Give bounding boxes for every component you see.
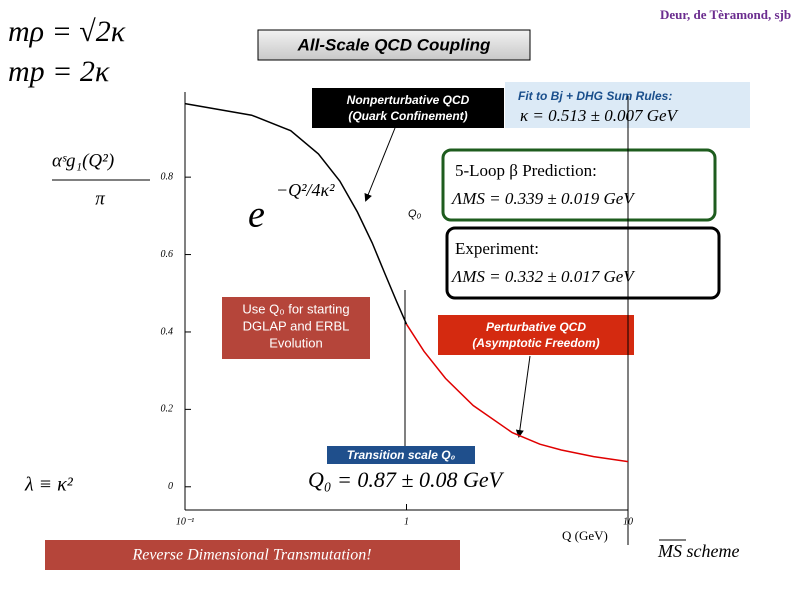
title-box xyxy=(257,29,531,61)
x-tick-label: 1 xyxy=(404,516,409,527)
chart-title: All-Scale QCD Coupling xyxy=(297,35,491,54)
pert-box xyxy=(438,315,634,355)
mass-p: mp = 2κ xyxy=(8,55,110,88)
curve xyxy=(184,102,408,325)
experiment: Experiment: xyxy=(455,239,539,258)
x-tick-label: 10 xyxy=(623,516,633,527)
y-tick-label: 0.8 xyxy=(161,171,174,182)
dglap-box xyxy=(222,297,370,359)
q0-value: Q₀ = 0.87 ± 0.08 GeV xyxy=(308,467,505,492)
y-tick-label: 0.4 xyxy=(161,326,174,337)
pert-label: (Asymptotic Freedom) xyxy=(472,336,599,350)
transition-box xyxy=(327,446,475,464)
scheme: MS scheme xyxy=(657,541,739,561)
dglap: DGLAP and ERBL xyxy=(243,318,350,333)
curve xyxy=(405,323,629,463)
x-tick-label: 10⁻¹ xyxy=(176,516,194,527)
y-tick-label: 0.2 xyxy=(161,404,174,415)
lambda: λ ≡ κ² xyxy=(24,474,74,496)
prediction: 5-Loop β Prediction: xyxy=(455,161,597,180)
fit-value: κ = 0.513 ± 0.007 GeV xyxy=(520,106,680,125)
mass-rho: mρ = √2κ xyxy=(8,15,126,48)
experiment: ΛMS = 0.332 ± 0.017 GeV xyxy=(450,267,636,286)
arrow xyxy=(515,355,531,438)
credit: Deur, de Tèramond, sjb xyxy=(660,7,791,22)
y-tick-label: 0 xyxy=(168,481,173,492)
dglap: Use Q₀ for starting xyxy=(242,301,349,316)
banner xyxy=(45,540,460,570)
y-tick-label: 0.6 xyxy=(161,249,174,260)
fit-title: Fit to Bj + DHG Sum Rules: xyxy=(518,89,672,103)
banner-text: Reverse Dimensional Transmutation! xyxy=(131,547,371,564)
prediction: ΛMS = 0.339 ± 0.019 GeV xyxy=(450,189,636,208)
dglap: Evolution xyxy=(269,335,322,350)
experiment-box xyxy=(445,226,721,300)
formula: e xyxy=(248,194,265,236)
arrow xyxy=(364,127,396,202)
nonpert-label: (Quark Confinement) xyxy=(348,109,467,123)
y-label: αˢg₁(Q²) xyxy=(52,150,114,171)
x-label: Q (GeV) xyxy=(562,528,608,543)
pert-label: Perturbative QCD xyxy=(486,320,586,334)
prediction-box xyxy=(441,148,717,222)
y-label: π xyxy=(95,188,105,209)
formula: −Q²/4κ² xyxy=(276,180,335,200)
nonpert-label: Nonperturbative QCD xyxy=(347,93,470,107)
nonpert-box xyxy=(312,88,504,128)
transition: Transition scale Q₀ xyxy=(347,448,456,462)
q0-marker: Q₀ xyxy=(408,208,422,220)
